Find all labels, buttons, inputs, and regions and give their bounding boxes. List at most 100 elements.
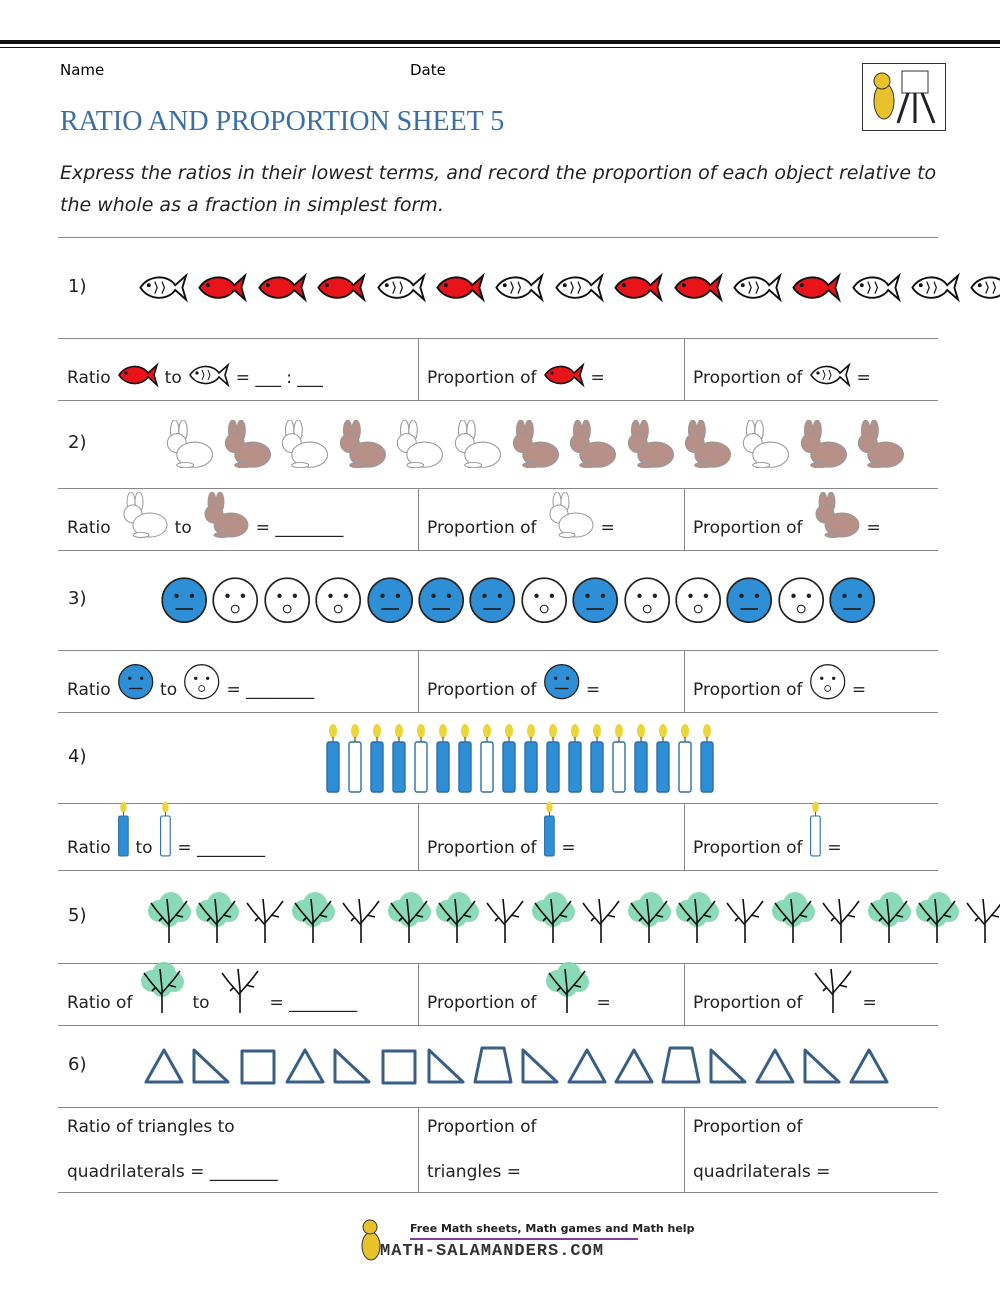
- cell-text: Ratio: [67, 368, 111, 388]
- logo: [862, 63, 946, 131]
- tree-icon: [813, 968, 852, 1013]
- divider: [418, 488, 419, 550]
- top-rule-thin: [0, 47, 1000, 48]
- tree-icon: [246, 898, 284, 943]
- fish-icon: [317, 273, 367, 303]
- cell-text: triangles =: [427, 1162, 522, 1183]
- answer-cell: Proportion of =: [693, 488, 933, 538]
- fish-icon: [614, 273, 664, 303]
- cell-text: Proportion of: [693, 518, 803, 538]
- picture-row: [138, 238, 1000, 338]
- tree-icon: [141, 962, 185, 1013]
- cell-text: =: [600, 518, 615, 538]
- fish-icon: [139, 273, 188, 303]
- rabbit-icon: [454, 419, 501, 469]
- rabbit-icon: [512, 419, 559, 469]
- shape-icon: [473, 1046, 513, 1084]
- cell-text: Proportion of: [427, 993, 537, 1013]
- candle-icon: [436, 723, 450, 793]
- rule: [58, 338, 938, 339]
- cell-text: Ratio: [67, 518, 111, 538]
- fish-icon: [673, 273, 723, 303]
- face-icon: [469, 577, 516, 623]
- answer-cell: Proportion of =: [693, 963, 933, 1013]
- divider: [684, 803, 685, 870]
- answer-cell: Proportion of =: [427, 338, 679, 388]
- divider: [418, 650, 419, 712]
- divider: [684, 338, 685, 400]
- name-label: Name: [60, 61, 105, 79]
- cell-text: Ratio: [67, 838, 111, 858]
- rabbit-icon: [857, 419, 905, 469]
- answer-cell: Ratio to = ________: [67, 650, 413, 700]
- answer-cell: Proportion of quadrilaterals =: [693, 1107, 933, 1192]
- cell-text: Proportion of: [693, 1116, 803, 1137]
- tree-icon: [628, 891, 671, 943]
- shape-icon: [521, 1048, 559, 1084]
- cell-text: to: [164, 368, 182, 388]
- footer-tagline: Free Math sheets, Math games and Math he…: [410, 1222, 695, 1235]
- tree-icon: [388, 891, 431, 943]
- face-icon: [521, 577, 567, 623]
- face-icon: [726, 577, 773, 623]
- rabbit-icon: [549, 492, 594, 538]
- cell-text: =: [596, 993, 611, 1013]
- shape-icon: [709, 1048, 747, 1084]
- candle-icon: [326, 723, 340, 793]
- face-icon: [543, 663, 579, 699]
- rabbit-icon: [742, 419, 789, 469]
- fish-icon: [733, 273, 782, 303]
- rule: [58, 550, 938, 551]
- fish-icon: [809, 362, 851, 388]
- cell-text: = ________: [255, 518, 344, 538]
- tree-icon: [676, 891, 719, 943]
- face-icon: [809, 663, 845, 699]
- fish-icon: [376, 273, 426, 303]
- fish-icon: [543, 362, 585, 388]
- face-icon: [212, 577, 259, 623]
- candle-icon: [159, 802, 171, 857]
- rabbit-icon: [397, 419, 444, 469]
- shape-icon: [427, 1048, 465, 1084]
- tree-icon: [772, 891, 815, 943]
- picture-row: [143, 1025, 890, 1107]
- answer-cell: Proportion of =: [693, 338, 933, 388]
- picture-row: [160, 550, 876, 650]
- question-number: 5): [68, 904, 87, 926]
- candle-icon: [634, 723, 648, 793]
- answer-cell: Ratio to = ___ : ___: [67, 338, 413, 388]
- candle-icon: [568, 723, 582, 793]
- fish-icon: [258, 273, 307, 303]
- question-number: 2): [68, 432, 87, 453]
- cell-text: Proportion of: [427, 368, 537, 388]
- rule: [58, 803, 938, 804]
- fish-icon: [792, 273, 842, 303]
- candle-icon: [414, 723, 428, 793]
- candle-icon: [543, 802, 555, 857]
- answer-cell: Proportion of =: [427, 650, 679, 700]
- candle-icon: [678, 723, 692, 793]
- tree-icon: [532, 891, 575, 943]
- divider: [418, 803, 419, 870]
- tree-icon: [486, 898, 524, 943]
- rule: [58, 1192, 938, 1193]
- fish-icon: [555, 273, 604, 303]
- shape-icon: [381, 1049, 417, 1085]
- tree-icon: [196, 891, 239, 943]
- shape-icon: [333, 1048, 371, 1084]
- rule: [58, 1107, 938, 1108]
- cell-text: Proportion of: [693, 993, 803, 1013]
- answer-cell: Proportion of =: [427, 802, 679, 858]
- face-icon: [623, 577, 670, 623]
- answer-cell: Ratio of to = ________: [67, 962, 413, 1013]
- cell-text: to: [174, 518, 192, 538]
- candle-icon: [480, 723, 494, 793]
- rabbit-icon: [339, 419, 386, 469]
- cell-text: =: [827, 838, 842, 858]
- cell-text: to: [192, 993, 210, 1013]
- tree-icon: [916, 891, 959, 943]
- picture-row: [160, 400, 906, 488]
- rule: [58, 870, 938, 871]
- rabbit-icon: [224, 419, 271, 469]
